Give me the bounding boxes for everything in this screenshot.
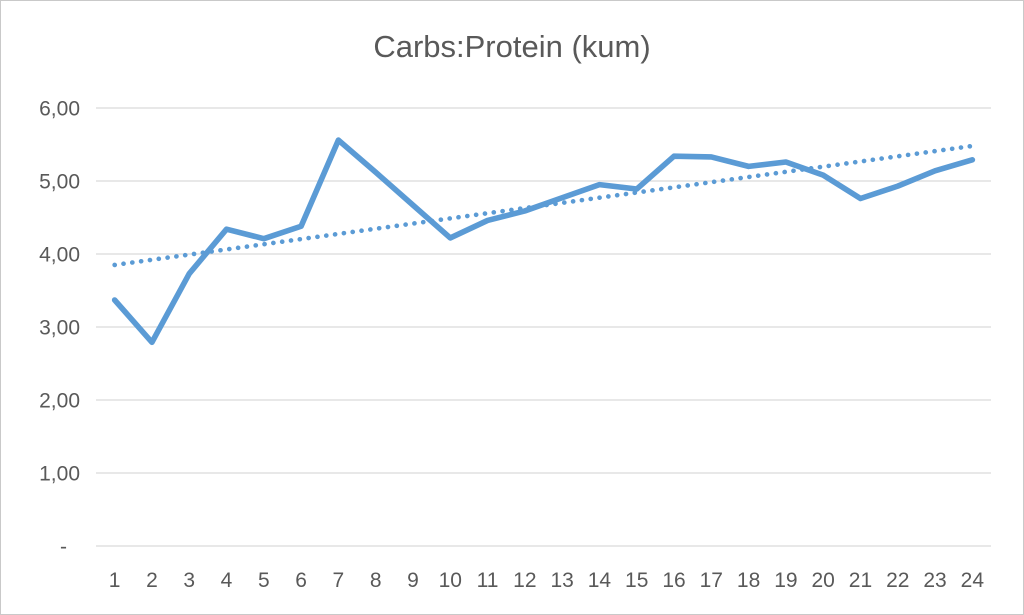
- trendline: [112, 143, 975, 268]
- y-axis-tick-label: 1,00: [39, 463, 80, 486]
- y-axis-tick-label: 5,00: [39, 171, 80, 194]
- x-axis-tick-label: 12: [513, 569, 536, 592]
- x-axis-tick-label: 6: [295, 569, 307, 592]
- x-axis-tick-label: 9: [407, 569, 419, 592]
- x-axis-tick-label: 10: [439, 569, 462, 592]
- y-axis-tick-label: 6,00: [39, 98, 80, 121]
- x-axis-tick-label: 13: [550, 569, 573, 592]
- x-axis-tick-label: 14: [588, 569, 612, 592]
- x-axis-tick-label: 22: [886, 569, 909, 592]
- y-axis-tick-label: 2,00: [39, 390, 80, 413]
- x-axis-tick-label: 3: [183, 569, 195, 592]
- x-axis-tick-label: 20: [812, 569, 835, 592]
- x-axis-tick-label: 2: [146, 569, 158, 592]
- data-series-line: [111, 137, 976, 346]
- x-axis-tick-label: 18: [737, 569, 760, 592]
- x-axis-tick-label: 5: [258, 569, 270, 592]
- y-axis-tick-label: -: [60, 536, 67, 559]
- x-axis-tick-label: 19: [774, 569, 797, 592]
- chart-title: Carbs:Protein (kum): [373, 29, 651, 64]
- x-axis-tick-label: 17: [700, 569, 723, 592]
- x-axis-tick-label: 15: [625, 569, 648, 592]
- x-axis-tick-label: 8: [370, 569, 382, 592]
- x-axis-tick-label: 21: [849, 569, 872, 592]
- x-axis-tick-label: 4: [221, 569, 233, 592]
- x-axis-tick-label: 23: [923, 569, 946, 592]
- y-axis-tick-label: 4,00: [39, 244, 80, 267]
- y-axis-tick-label: 3,00: [39, 317, 80, 340]
- x-axis-tick-label: 24: [961, 569, 985, 592]
- x-axis-tick-label: 11: [477, 569, 499, 592]
- x-axis-tick-label: 16: [662, 569, 685, 592]
- x-axis-tick-label: 1: [109, 569, 121, 592]
- x-axis-tick-label: 7: [333, 569, 345, 592]
